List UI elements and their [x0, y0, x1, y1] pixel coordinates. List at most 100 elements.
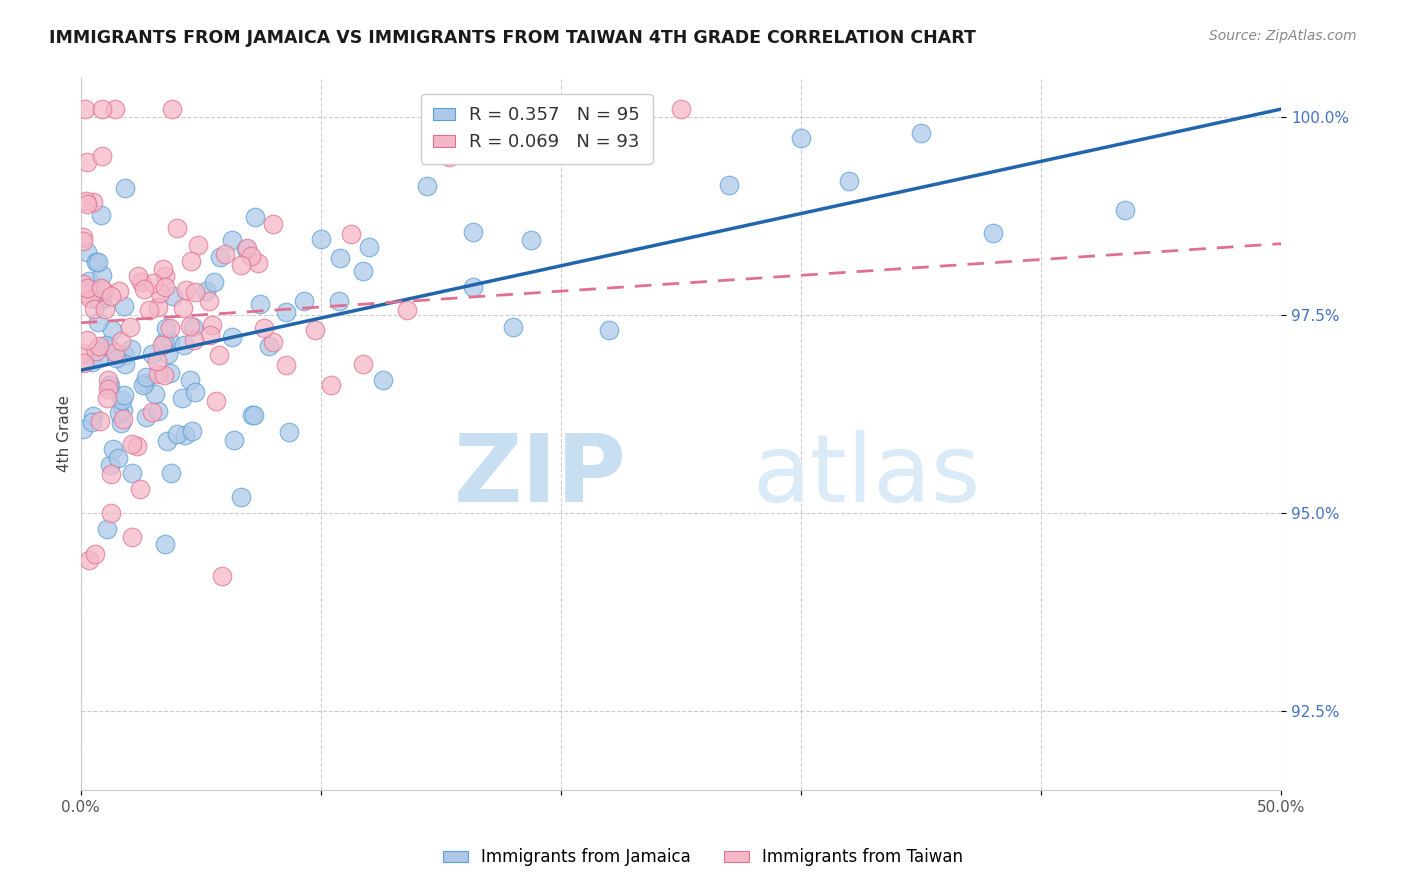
Point — [981, 226, 1004, 240]
Point — [111, 403, 134, 417]
Point — [187, 238, 209, 252]
Point — [170, 391, 193, 405]
Point — [72, 234, 94, 248]
Point — [111, 412, 134, 426]
Point — [195, 285, 218, 299]
Point — [221, 233, 243, 247]
Point — [121, 466, 143, 480]
Point — [101, 442, 124, 457]
Point — [89, 413, 111, 427]
Point — [76, 333, 98, 347]
Point — [395, 302, 418, 317]
Point — [72, 422, 94, 436]
Point — [184, 385, 207, 400]
Point — [138, 302, 160, 317]
Point — [174, 283, 197, 297]
Point — [134, 282, 156, 296]
Point — [86, 293, 108, 307]
Point — [240, 408, 263, 422]
Point — [76, 196, 98, 211]
Point — [159, 467, 181, 481]
Point — [104, 345, 127, 359]
Point — [82, 194, 104, 209]
Point — [180, 253, 202, 268]
Point — [910, 127, 932, 141]
Point — [120, 343, 142, 357]
Point — [1114, 203, 1136, 218]
Point — [159, 366, 181, 380]
Point — [84, 343, 107, 358]
Legend: Immigrants from Jamaica, Immigrants from Taiwan: Immigrants from Jamaica, Immigrants from… — [436, 842, 970, 873]
Point — [201, 318, 224, 332]
Point — [135, 369, 157, 384]
Point — [127, 439, 149, 453]
Point — [96, 522, 118, 536]
Point — [437, 150, 460, 164]
Point — [142, 276, 165, 290]
Point — [150, 338, 173, 352]
Point — [717, 178, 740, 192]
Point — [454, 102, 477, 116]
Point — [339, 227, 361, 242]
Point — [166, 426, 188, 441]
Point — [76, 245, 98, 260]
Point — [76, 281, 98, 295]
Point — [107, 450, 129, 465]
Point — [274, 358, 297, 372]
Point — [135, 410, 157, 425]
Point — [229, 258, 252, 272]
Point — [72, 346, 94, 360]
Point — [90, 281, 112, 295]
Point — [243, 408, 266, 422]
Point — [112, 299, 135, 313]
Point — [98, 458, 121, 473]
Point — [100, 289, 122, 303]
Point — [75, 194, 97, 208]
Point — [208, 250, 231, 264]
Point — [598, 102, 620, 116]
Point — [134, 376, 156, 390]
Point — [262, 217, 284, 231]
Point — [526, 102, 548, 116]
Point — [98, 341, 121, 355]
Point — [73, 286, 96, 301]
Point — [153, 268, 176, 283]
Point — [229, 490, 252, 504]
Point — [173, 338, 195, 352]
Point — [155, 321, 177, 335]
Y-axis label: 4th Grade: 4th Grade — [58, 395, 72, 472]
Point — [179, 319, 201, 334]
Point — [236, 242, 259, 256]
Point — [104, 102, 127, 116]
Point — [87, 283, 110, 297]
Point — [114, 181, 136, 195]
Point — [156, 347, 179, 361]
Point — [202, 276, 225, 290]
Point — [141, 405, 163, 419]
Point — [94, 302, 117, 317]
Point — [101, 323, 124, 337]
Point — [82, 409, 104, 424]
Point — [371, 373, 394, 387]
Point — [181, 424, 204, 438]
Point — [259, 338, 281, 352]
Point — [152, 262, 174, 277]
Point — [108, 406, 131, 420]
Point — [82, 415, 104, 429]
Point — [245, 210, 267, 224]
Point — [127, 269, 149, 284]
Point — [152, 334, 174, 349]
Point — [76, 155, 98, 169]
Point — [91, 102, 114, 116]
Point — [211, 569, 233, 583]
Point — [221, 330, 243, 344]
Point — [463, 225, 485, 239]
Text: Source: ZipAtlas.com: Source: ZipAtlas.com — [1209, 29, 1357, 43]
Point — [179, 373, 201, 387]
Point — [86, 255, 108, 269]
Point — [329, 252, 352, 266]
Point — [197, 293, 219, 308]
Point — [114, 348, 136, 362]
Point — [159, 335, 181, 350]
Point — [357, 240, 380, 254]
